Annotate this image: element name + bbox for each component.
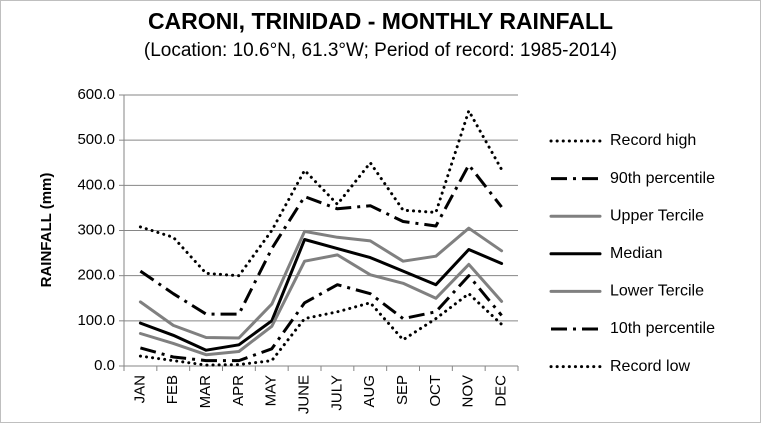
series-line-upper-tercile [138, 226, 504, 340]
x-tick-label: OCT [427, 375, 444, 407]
series-line-lower-tercile [138, 253, 504, 357]
gridlines [124, 94, 518, 322]
x-tick-label: NOV [460, 375, 477, 408]
legend-label: Record low [610, 358, 690, 375]
x-tick-label: JAN [131, 375, 148, 403]
chart-title: CARONI, TRINIDAD - MONTHLY RAINFALL [147, 8, 614, 34]
y-tick-label: 100.0 [77, 312, 115, 329]
x-tick-labels: JAN FEB MAR APR MAY JUNE JULY AUG SEP OCT NOV DEC [131, 375, 509, 414]
legend-label: 90th percentile [610, 170, 715, 187]
y-tick-label: 0.0 [94, 357, 115, 374]
x-tick-label: MAR [197, 375, 214, 409]
y-tick-label: 200.0 [77, 267, 115, 284]
series-lines [138, 109, 504, 367]
x-tick-label: FEB [164, 375, 181, 404]
series-line-90th-percentile [139, 163, 503, 316]
series-line-10th-percentile [140, 274, 503, 363]
y-tick-label: 400.0 [77, 176, 115, 193]
x-tick-label: MAY [263, 375, 280, 406]
y-tick-label: 600.0 [77, 86, 115, 103]
legend-label: Upper Tercile [610, 207, 704, 224]
series-line-median [138, 238, 504, 352]
axes [119, 94, 519, 371]
legend-label: Lower Tercile [610, 283, 704, 300]
legend: Record high 90th percentile Upper Tercile M… [549, 132, 715, 375]
x-tick-label: JULY [328, 375, 345, 411]
series-line-record-high [138, 109, 504, 278]
x-tick-label: JUNE [296, 375, 313, 414]
series-line-record-low [138, 292, 504, 367]
x-tick-label: SEP [394, 375, 411, 405]
legend-label: Record high [610, 132, 696, 149]
legend-label: 10th percentile [610, 320, 715, 337]
legend-label: Median [610, 245, 662, 262]
y-tick-label: 500.0 [77, 131, 115, 148]
x-tick-label: AUG [361, 375, 378, 408]
x-tick-label: APR [230, 375, 247, 406]
chart-subtitle: (Location: 10.6°N, 61.3°W; Period of rec… [143, 40, 618, 61]
y-axis-label: RAINFALL (mm) [38, 173, 55, 288]
y-tick-label: 300.0 [77, 221, 115, 238]
y-tick-labels: 0.0 100.0 200.0 300.0 400.0 500.0 600.0 [77, 86, 115, 374]
x-tick-label: DEC [493, 375, 510, 407]
